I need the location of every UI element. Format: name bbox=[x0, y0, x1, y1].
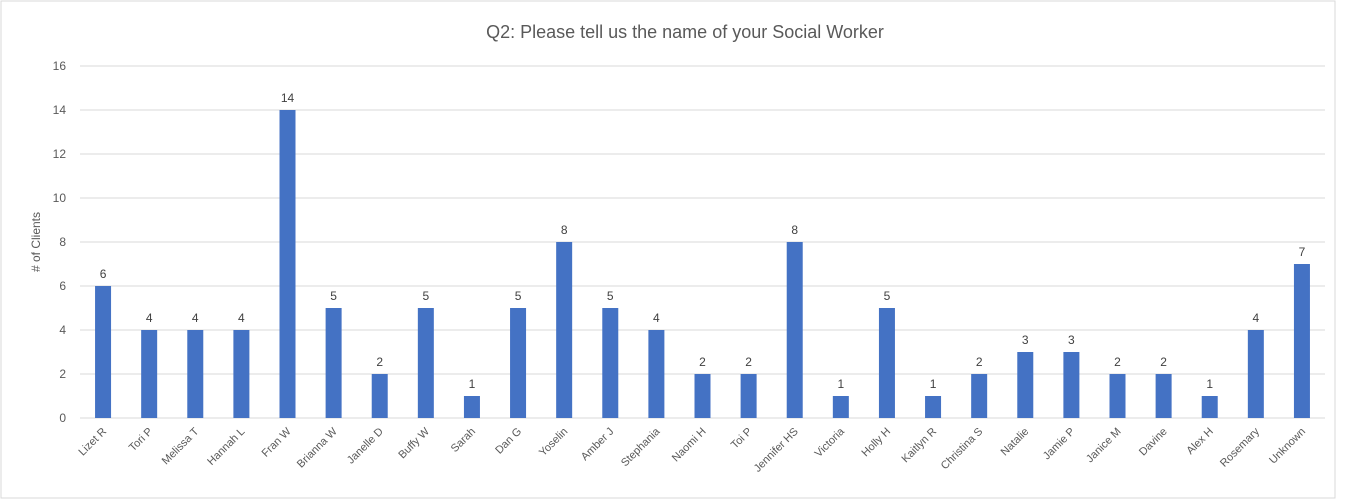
data-label: 4 bbox=[192, 311, 199, 325]
data-label: 7 bbox=[1299, 245, 1306, 259]
data-label: 1 bbox=[1206, 377, 1213, 391]
bar bbox=[1109, 374, 1126, 418]
y-tick-label: 4 bbox=[59, 323, 66, 337]
data-label: 4 bbox=[238, 311, 245, 325]
data-label: 4 bbox=[146, 311, 153, 325]
data-label: 1 bbox=[837, 377, 844, 391]
bar bbox=[556, 242, 573, 418]
bar bbox=[740, 374, 757, 418]
data-label: 8 bbox=[561, 223, 568, 237]
bar bbox=[925, 396, 942, 418]
bar bbox=[1201, 396, 1218, 418]
data-label: 5 bbox=[515, 289, 522, 303]
data-label: 1 bbox=[469, 377, 476, 391]
data-label: 2 bbox=[745, 355, 752, 369]
bar bbox=[279, 110, 296, 418]
bar bbox=[832, 396, 849, 418]
data-label: 1 bbox=[930, 377, 937, 391]
bar bbox=[463, 396, 480, 418]
bar bbox=[95, 286, 112, 418]
bar bbox=[648, 330, 665, 418]
data-label: 14 bbox=[281, 91, 295, 105]
bar bbox=[1155, 374, 1172, 418]
data-label: 2 bbox=[976, 355, 983, 369]
bar bbox=[325, 308, 342, 418]
data-label: 8 bbox=[791, 223, 798, 237]
bar bbox=[694, 374, 711, 418]
y-tick-label: 2 bbox=[59, 367, 66, 381]
y-tick-label: 14 bbox=[53, 103, 67, 117]
data-label: 4 bbox=[1252, 311, 1259, 325]
bar bbox=[1247, 330, 1264, 418]
data-label: 4 bbox=[653, 311, 660, 325]
bar bbox=[510, 308, 527, 418]
data-label: 2 bbox=[699, 355, 706, 369]
bar bbox=[786, 242, 803, 418]
bar bbox=[1063, 352, 1080, 418]
y-tick-label: 0 bbox=[59, 411, 66, 425]
data-label: 5 bbox=[330, 289, 337, 303]
data-label: 2 bbox=[1160, 355, 1167, 369]
y-tick-label: 6 bbox=[59, 279, 66, 293]
y-tick-label: 12 bbox=[53, 147, 67, 161]
bar bbox=[602, 308, 619, 418]
bar bbox=[233, 330, 250, 418]
chart-title: Q2: Please tell us the name of your Soci… bbox=[486, 22, 884, 42]
data-label: 6 bbox=[100, 267, 107, 281]
data-label: 3 bbox=[1022, 333, 1029, 347]
bar bbox=[878, 308, 895, 418]
y-tick-label: 8 bbox=[59, 235, 66, 249]
data-label: 5 bbox=[422, 289, 429, 303]
bar bbox=[971, 374, 988, 418]
data-label: 2 bbox=[376, 355, 383, 369]
bar bbox=[1293, 264, 1310, 418]
y-tick-label: 16 bbox=[53, 59, 67, 73]
data-label: 3 bbox=[1068, 333, 1075, 347]
bar bbox=[187, 330, 204, 418]
y-axis-label: # of Clients bbox=[29, 212, 43, 272]
bar bbox=[141, 330, 158, 418]
data-label: 2 bbox=[1114, 355, 1121, 369]
data-label: 5 bbox=[884, 289, 891, 303]
bar bbox=[1017, 352, 1034, 418]
y-tick-label: 10 bbox=[53, 191, 67, 205]
data-label: 5 bbox=[607, 289, 614, 303]
bar bbox=[417, 308, 434, 418]
bar bbox=[371, 374, 388, 418]
